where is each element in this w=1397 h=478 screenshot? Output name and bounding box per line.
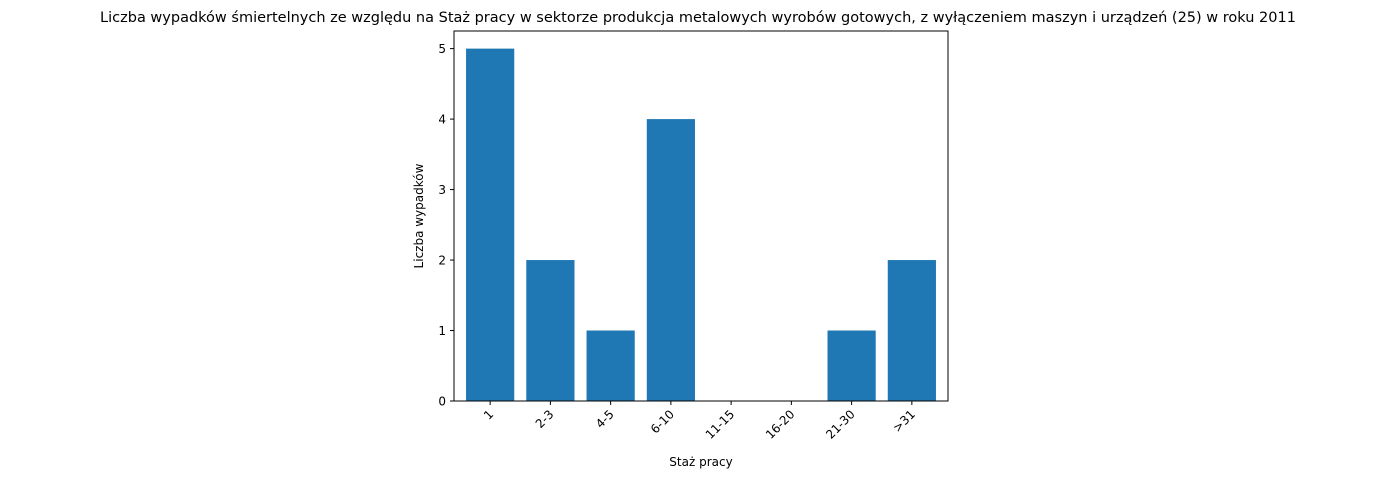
plot-area-frame — [453, 30, 949, 402]
x-tick-label: 6-10 — [648, 407, 677, 436]
chart-title: Liczba wypadków śmiertelnych ze względu … — [100, 10, 1296, 26]
x-tick-label: 21-30 — [823, 407, 858, 442]
bar-4-5 — [586, 330, 635, 401]
x-tick-label: >31 — [890, 407, 918, 435]
y-tick-label: 1 — [438, 324, 446, 338]
y-tick-label: 2 — [438, 254, 446, 268]
bar-2-3 — [526, 260, 575, 401]
y-axis-label: Liczba wypadków — [412, 163, 426, 268]
bar-21-30 — [827, 330, 876, 401]
y-axis: 0 1 2 3 4 5 — [438, 42, 454, 409]
x-tick-label: 16-20 — [763, 407, 798, 442]
bars-layer — [466, 48, 936, 402]
y-tick-label: 4 — [438, 113, 446, 127]
y-tick-label: 0 — [438, 395, 446, 409]
x-tick-label: 11-15 — [703, 407, 738, 442]
y-tick-label: 5 — [438, 42, 446, 56]
y-tick-label: 3 — [438, 183, 446, 197]
x-axis-label: Staż pracy — [669, 455, 732, 469]
x-tick-label: 4-5 — [593, 407, 617, 431]
bar-1 — [466, 48, 515, 402]
x-axis: 1 2-3 4-5 6-10 11-15 16-20 21-30 >31 — [481, 401, 918, 442]
x-tick-label: 2-3 — [533, 407, 557, 431]
x-tick-label: 1 — [481, 407, 496, 422]
bar->31 — [887, 260, 936, 401]
bar-6-10 — [646, 119, 695, 401]
